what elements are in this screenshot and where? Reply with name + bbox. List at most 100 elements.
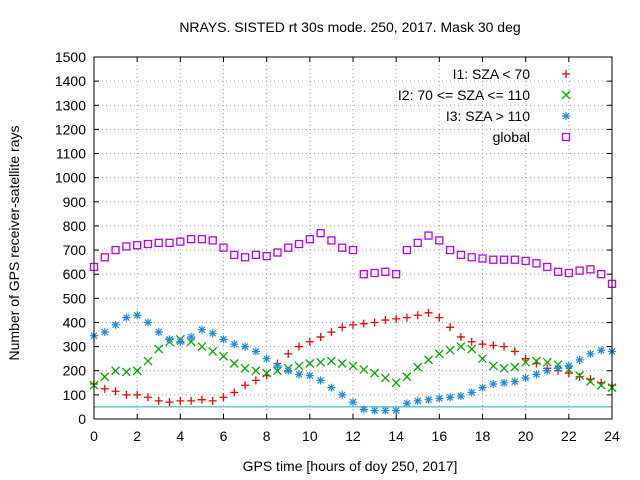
- data-point: [456, 342, 466, 352]
- data-point: [413, 396, 422, 405]
- data-point: [575, 372, 584, 381]
- y-tick-label: 0: [78, 411, 86, 427]
- legend-label: I3: SZA > 110: [446, 108, 530, 124]
- data-point: [586, 265, 595, 274]
- data-point: [100, 384, 109, 393]
- data-point: [294, 239, 304, 249]
- data-point: [316, 229, 325, 238]
- x-tick-label: 18: [475, 428, 491, 444]
- x-tick-label: 24: [604, 428, 620, 444]
- data-point: [456, 332, 465, 341]
- data-point: [294, 361, 304, 371]
- data-point: [122, 313, 131, 322]
- data-point: [143, 239, 153, 249]
- data-point: [381, 406, 390, 415]
- data-point: [424, 355, 434, 365]
- data-point: [531, 356, 541, 366]
- data-point: [111, 387, 120, 396]
- data-point: [240, 253, 250, 262]
- data-point: [402, 399, 411, 408]
- data-point: [478, 354, 487, 364]
- data-point: [295, 370, 304, 379]
- data-point: [186, 235, 196, 244]
- data-point: [273, 361, 282, 370]
- data-point: [230, 340, 239, 349]
- data-point: [219, 243, 228, 252]
- data-point: [510, 255, 520, 264]
- data-point: [273, 248, 282, 257]
- data-point: [197, 395, 206, 404]
- data-point: [489, 341, 498, 350]
- data-point: [305, 371, 314, 380]
- data-point: [499, 255, 509, 264]
- data-point: [284, 349, 293, 358]
- legend-label: I1: SZA < 70: [453, 66, 531, 82]
- data-point: [338, 390, 347, 399]
- data-point: [424, 395, 433, 404]
- data-point: [543, 262, 552, 272]
- data-point: [338, 323, 347, 332]
- data-point: [510, 362, 520, 372]
- data-point: [424, 308, 433, 317]
- x-tick-label: 8: [263, 428, 271, 444]
- data-layer: [89, 229, 617, 415]
- y-tick-label: 700: [63, 242, 87, 258]
- data-point: [348, 245, 358, 255]
- data-point: [176, 337, 185, 346]
- data-point: [564, 268, 573, 278]
- legend: I1: SZA < 70 I2: 70 <= SZA <= 110 I3: SZA …: [398, 66, 571, 145]
- data-point: [176, 396, 185, 405]
- data-point: [154, 328, 163, 337]
- y-tick-label: 500: [63, 290, 87, 306]
- data-point: [478, 340, 487, 349]
- data-point: [100, 372, 110, 382]
- data-point: [230, 250, 239, 260]
- y-tick-label: 800: [63, 218, 87, 234]
- data-point: [316, 376, 325, 385]
- x-tick-label: 0: [90, 428, 98, 444]
- data-point: [381, 267, 390, 276]
- data-point: [154, 238, 163, 247]
- data-point: [100, 328, 109, 337]
- x-tick-label: 14: [388, 428, 404, 444]
- y-axis-label: Number of GPS receiver-satellite rays: [6, 126, 22, 361]
- y-tick-label: 1200: [55, 121, 86, 137]
- data-point: [413, 311, 422, 320]
- data-point: [597, 346, 606, 355]
- data-point: [241, 381, 250, 390]
- data-point: [575, 266, 584, 275]
- data-point: [359, 405, 368, 414]
- y-tick-label: 1500: [55, 49, 86, 65]
- data-point: [370, 406, 379, 415]
- data-point: [229, 359, 239, 368]
- data-point: [554, 364, 563, 373]
- data-point: [381, 316, 390, 325]
- data-point: [500, 378, 509, 387]
- x-tick-label: 6: [220, 428, 228, 444]
- data-point: [456, 250, 466, 260]
- data-point: [133, 390, 142, 399]
- data-point: [564, 369, 573, 378]
- data-point: [197, 342, 207, 352]
- data-point: [122, 390, 131, 399]
- data-point: [542, 357, 552, 367]
- data-point: [122, 242, 131, 251]
- data-point: [316, 332, 325, 341]
- data-point: [521, 357, 531, 367]
- data-point: [143, 318, 152, 327]
- data-point: [543, 366, 552, 375]
- data-point: [121, 367, 131, 377]
- data-point: [359, 365, 369, 374]
- data-point: [327, 383, 336, 392]
- data-point: [111, 366, 121, 376]
- data-point: [208, 236, 217, 245]
- grid: [94, 57, 612, 419]
- data-point: [219, 351, 228, 361]
- data-point: [187, 396, 196, 405]
- data-point: [445, 245, 455, 255]
- legend-label: global: [493, 129, 530, 145]
- data-point: [478, 254, 487, 263]
- data-point: [402, 313, 411, 322]
- data-point: [370, 268, 379, 278]
